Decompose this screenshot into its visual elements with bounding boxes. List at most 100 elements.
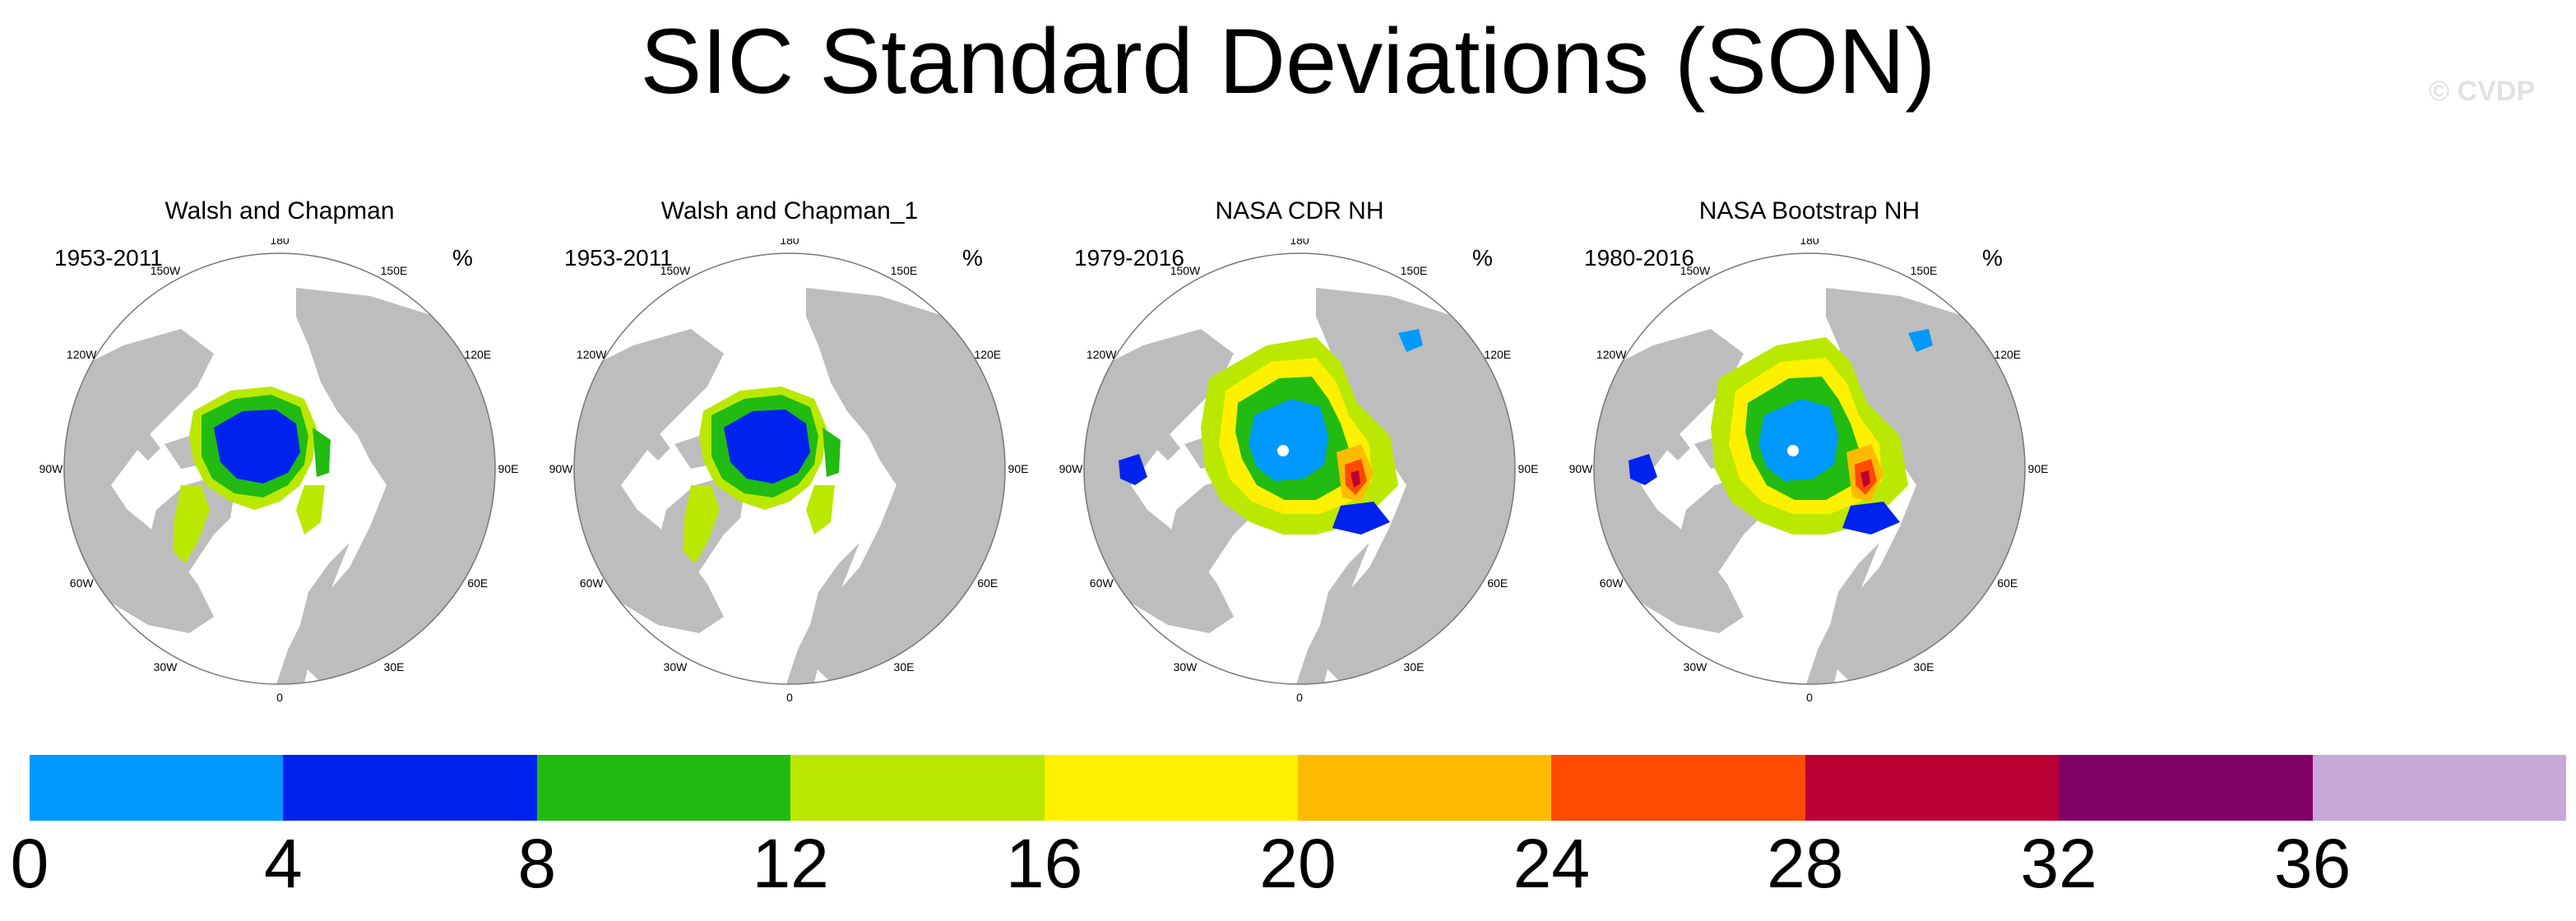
longitude-label: 120W xyxy=(67,348,97,361)
panel-period: 1953-2011 xyxy=(54,245,163,271)
longitude-label: 30W xyxy=(1684,660,1708,673)
longitude-label: 60W xyxy=(1600,576,1624,590)
colorbar-box xyxy=(790,755,1045,821)
longitude-label: 30W xyxy=(664,660,688,673)
panel-period: 1979-2016 xyxy=(1074,245,1184,271)
sic-field xyxy=(1119,454,1147,485)
longitude-label: 60E xyxy=(1997,576,2018,590)
colorbar-box xyxy=(283,755,537,821)
sic-field xyxy=(1860,470,1870,488)
panel-unit: % xyxy=(1982,245,2003,271)
longitude-label: 60W xyxy=(70,576,95,590)
map-panel-nasa-bootstrap-nh: NASA Bootstrap NH 1980-2016 % 180 150E 120… xyxy=(1554,189,2064,715)
longitude-label: 0 xyxy=(1296,691,1303,704)
colorbar-tick-label: 4 xyxy=(264,825,303,902)
sic-field xyxy=(173,485,210,563)
colorbar-box xyxy=(1298,755,1552,821)
panel-title: Walsh and Chapman_1 xyxy=(660,197,919,224)
longitude-label: 150E xyxy=(1401,264,1428,277)
colorbar-box xyxy=(2059,755,2313,821)
longitude-label: 180 xyxy=(1290,238,1309,247)
longitude-label: 180 xyxy=(270,238,290,247)
longitude-label: 90E xyxy=(1008,462,1029,475)
colorbar-tick-label: 32 xyxy=(2020,825,2097,902)
panel-title: NASA Bootstrap NH xyxy=(1698,197,1920,224)
colorbar-tick-label: 28 xyxy=(1767,825,1844,902)
colorbar-box xyxy=(2312,755,2567,821)
panel-unit: % xyxy=(452,245,473,271)
land-arctic-islands xyxy=(132,432,160,460)
map-boundary xyxy=(63,252,496,685)
colorbar xyxy=(30,755,2567,821)
map-boundary xyxy=(1083,252,1516,685)
colorbar-tick-label: 12 xyxy=(752,825,829,902)
longitude-label: 150W xyxy=(1680,264,1711,277)
sic-field xyxy=(296,485,325,535)
land-scandinavia xyxy=(271,543,350,684)
colorbar-tick-label: 36 xyxy=(2273,825,2351,902)
pole-hole xyxy=(1277,445,1289,456)
longitude-label: 120E xyxy=(1484,348,1511,361)
land-arctic-islands xyxy=(1151,432,1180,460)
panel-period: 1953-2011 xyxy=(564,245,673,271)
polar-map: 180 150E 120E 90E 60E 30E 0 30W 60W 90W 120W 150W xyxy=(1569,238,2049,704)
colorbar-box xyxy=(30,755,284,821)
longitude-label: 0 xyxy=(786,691,793,704)
land-arctic-islands xyxy=(642,432,670,460)
land-arctic-islands xyxy=(1661,432,1690,460)
longitude-label: 90W xyxy=(1059,462,1084,475)
longitude-label: 90E xyxy=(2028,462,2049,475)
longitude-label: 90E xyxy=(1518,462,1539,475)
polar-map: 180 150E 120E 90E 60E 30E 0 30W 60W 90W 120W 150W xyxy=(39,238,519,704)
watermark: © CVDP xyxy=(2429,76,2535,107)
colorbar-box xyxy=(1044,755,1299,821)
figure-title: SIC Standard Deviations (SON) xyxy=(640,10,1936,113)
longitude-label: 120E xyxy=(1994,348,2021,361)
longitude-label: 0 xyxy=(1806,691,1813,704)
colorbar-tick-label: 8 xyxy=(517,825,557,902)
sic-field xyxy=(1249,399,1328,481)
longitude-label: 90W xyxy=(1569,462,1594,475)
colorbar-box xyxy=(1805,755,2059,821)
longitude-label: 120E xyxy=(974,348,1001,361)
land-scandinavia xyxy=(1801,543,1879,684)
sic-field xyxy=(1842,502,1900,535)
longitude-label: 120W xyxy=(1596,348,1627,361)
longitude-label: 180 xyxy=(1800,238,1819,247)
sic-field xyxy=(683,485,720,563)
colorbar-tick-label: 16 xyxy=(1005,825,1083,902)
map-panel-nasa-cdr-nh: NASA CDR NH 1979-2016 % 180 150E 120E 90E 60… xyxy=(1045,189,1554,715)
colorbar-tick-label: 0 xyxy=(10,825,49,902)
colorbar-box xyxy=(1551,755,1805,821)
sic-field xyxy=(1332,502,1390,535)
longitude-label: 120W xyxy=(1086,348,1117,361)
longitude-label: 30E xyxy=(1914,660,1934,673)
longitude-label: 90W xyxy=(39,462,64,475)
sic-field xyxy=(1629,454,1657,485)
sic-field xyxy=(313,428,331,477)
land-scandinavia xyxy=(781,543,859,684)
panel-title: Walsh and Chapman xyxy=(164,197,395,224)
land-scandinavia xyxy=(1291,543,1369,684)
longitude-label: 60W xyxy=(580,576,605,590)
longitude-label: 0 xyxy=(276,691,283,704)
longitude-label: 150E xyxy=(1911,264,1938,277)
map-panel-walsh-chapman-1: Walsh and Chapman_1 1953-2011 % 180 150E 1… xyxy=(535,189,1045,715)
longitude-label: 60E xyxy=(977,576,998,590)
colorbar-box xyxy=(536,755,791,821)
longitude-label: 90E xyxy=(498,462,519,475)
panel-title: NASA CDR NH xyxy=(1215,197,1384,224)
longitude-label: 150E xyxy=(891,264,918,277)
panel-unit: % xyxy=(1472,245,1493,271)
sic-field xyxy=(1758,399,1838,481)
polar-map: 180 150E 120E 90E 60E 30E 0 30W 60W 90W 120W 150W xyxy=(549,238,1029,704)
sic-field xyxy=(1908,329,1933,352)
longitude-label: 60W xyxy=(1090,576,1114,590)
longitude-label: 150W xyxy=(660,264,691,277)
longitude-label: 60E xyxy=(467,576,488,590)
longitude-label: 30W xyxy=(154,660,178,673)
longitude-label: 150W xyxy=(151,264,181,277)
longitude-label: 30W xyxy=(1174,660,1198,673)
map-boundary xyxy=(1593,252,2026,685)
longitude-label: 120E xyxy=(464,348,491,361)
